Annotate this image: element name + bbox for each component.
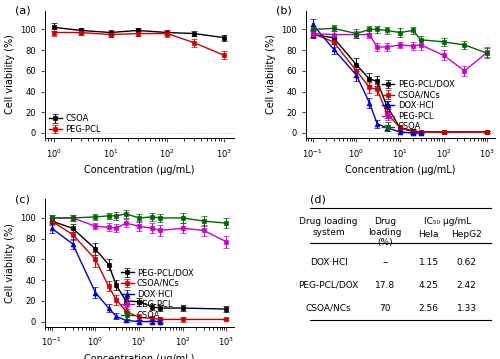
- Text: CSOA/NCs: CSOA/NCs: [306, 304, 352, 313]
- Text: 0.62: 0.62: [456, 258, 476, 267]
- Text: 17.8: 17.8: [376, 281, 396, 290]
- Text: 70: 70: [380, 304, 391, 313]
- Text: --: --: [382, 258, 388, 267]
- X-axis label: Concentration (μg/mL): Concentration (μg/mL): [345, 165, 456, 175]
- Text: 1.15: 1.15: [419, 258, 439, 267]
- Y-axis label: Cell viability (%): Cell viability (%): [266, 34, 276, 115]
- Text: (b): (b): [276, 6, 291, 16]
- Text: DOX·HCl: DOX·HCl: [310, 258, 348, 267]
- Text: HepG2: HepG2: [452, 230, 482, 239]
- Text: Drug
loading
(%): Drug loading (%): [368, 217, 402, 247]
- Y-axis label: Cell viability (%): Cell viability (%): [4, 34, 15, 115]
- X-axis label: Concentration (μg/mL): Concentration (μg/mL): [84, 165, 195, 175]
- X-axis label: Concentration (μg/mL): Concentration (μg/mL): [84, 354, 195, 359]
- Text: (a): (a): [14, 6, 30, 16]
- Legend: PEG-PCL/DOX, CSOA/NCs, DOX·HCl, PEG-PCL, CSOA: PEG-PCL/DOX, CSOA/NCs, DOX·HCl, PEG-PCL,…: [382, 80, 454, 131]
- Legend: CSOA, PEG-PCL: CSOA, PEG-PCL: [49, 114, 100, 134]
- Legend: PEG-PCL/DOX, CSOA/NCs, DOX·HCl, PEG-PCL, CSOA: PEG-PCL/DOX, CSOA/NCs, DOX·HCl, PEG-PCL,…: [121, 268, 194, 320]
- Text: (c): (c): [14, 194, 30, 204]
- Text: Drug loading
system: Drug loading system: [300, 217, 358, 237]
- Text: (d): (d): [310, 194, 326, 204]
- Text: 2.42: 2.42: [457, 281, 476, 290]
- Text: PEG-PCL/DOX: PEG-PCL/DOX: [298, 281, 358, 290]
- Y-axis label: Cell viability (%): Cell viability (%): [4, 223, 15, 303]
- Text: IC₅₀ μg/mL: IC₅₀ μg/mL: [424, 217, 472, 226]
- Text: 2.56: 2.56: [419, 304, 439, 313]
- Text: 1.33: 1.33: [456, 304, 476, 313]
- Text: 4.25: 4.25: [419, 281, 439, 290]
- Text: Hela: Hela: [418, 230, 439, 239]
